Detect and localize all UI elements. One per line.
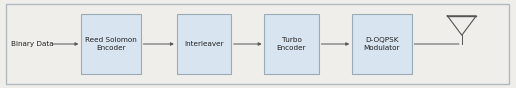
Text: Reed Solomon
Encoder: Reed Solomon Encoder <box>85 37 137 51</box>
Bar <box>176 14 231 74</box>
Text: D-OQPSK
Modulator: D-OQPSK Modulator <box>364 37 400 51</box>
Bar <box>264 14 318 74</box>
Bar <box>82 14 140 74</box>
Text: Binary Data: Binary Data <box>11 41 54 47</box>
Text: Turbo
Encoder: Turbo Encoder <box>277 37 307 51</box>
Bar <box>352 14 412 74</box>
Text: Interleaver: Interleaver <box>184 41 223 47</box>
